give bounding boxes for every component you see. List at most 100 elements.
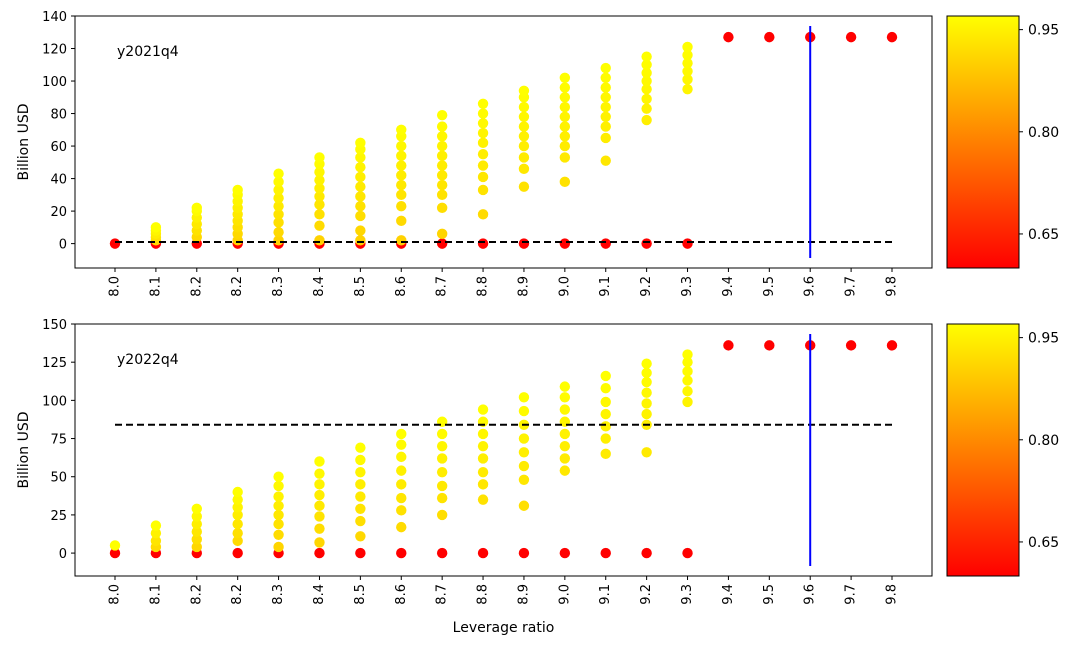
data-point: [518, 152, 530, 163]
data-point: [355, 152, 366, 163]
data-point: [396, 521, 407, 533]
x-tick-label: 9.5: [762, 584, 777, 605]
data-point: [273, 184, 284, 196]
data-point: [436, 453, 448, 464]
data-point: [845, 340, 857, 351]
y-tick-label: 0: [59, 547, 67, 562]
data-point: [314, 547, 325, 559]
data-point: [518, 181, 530, 192]
data-point: [641, 398, 652, 409]
data-point: [477, 428, 489, 440]
data-point: [559, 404, 571, 415]
data-point: [477, 148, 489, 160]
x-tick-label: 8.0: [108, 584, 123, 605]
data-point: [559, 440, 571, 452]
panel-2022: 0 25 50 75 100 125 150 8.0 8.1 8.2 8.2 8.3 8.4 8.5 8.6…: [16, 318, 1059, 636]
data-point: [641, 547, 652, 559]
data-point: [845, 31, 857, 43]
data-point: [477, 404, 489, 415]
data-point: [600, 72, 611, 83]
data-point: [355, 181, 366, 192]
data-point: [477, 127, 489, 139]
data-point: [518, 460, 530, 472]
data-point: [559, 111, 571, 123]
data-point: [518, 474, 530, 485]
data-point: [477, 453, 489, 464]
y-axis-label: Billion USD: [16, 412, 32, 489]
data-point: [518, 392, 530, 403]
x-tick-label: 8.2: [189, 584, 204, 605]
data-point: [518, 140, 530, 152]
data-point: [600, 382, 611, 394]
data-point: [436, 109, 448, 121]
data-point: [477, 184, 489, 196]
data-point: [641, 408, 652, 420]
data-point: [518, 111, 530, 123]
data-point: [232, 502, 243, 513]
data-point: [314, 511, 325, 522]
data-point: [355, 171, 366, 183]
data-point: [396, 479, 407, 490]
plot-frame: [74, 323, 933, 577]
x-tick-label: 9.5: [762, 276, 777, 297]
data-point: [477, 137, 489, 149]
data-point: [436, 466, 448, 478]
data-point: [396, 215, 407, 227]
data-point: [559, 238, 571, 249]
colorbar-tick-label: 0.65: [1028, 227, 1059, 243]
data-point: [436, 428, 448, 440]
data-point: [559, 392, 571, 403]
x-tick-label: 9.4: [721, 584, 736, 605]
data-point: [355, 547, 366, 559]
data-point: [641, 51, 652, 62]
data-point: [109, 547, 121, 559]
data-point: [273, 201, 284, 212]
data-point: [600, 92, 611, 103]
data-point: [314, 235, 325, 246]
data-point: [600, 132, 611, 144]
data-point: [314, 220, 325, 231]
data-point: [477, 171, 489, 183]
data-point: [641, 447, 652, 458]
data-point: [396, 150, 407, 162]
data-point: [109, 540, 121, 551]
data-point: [355, 491, 366, 502]
y-tick-label: 80: [50, 108, 67, 123]
data-point: [641, 103, 652, 114]
data-point: [109, 238, 121, 249]
data-point: [396, 439, 407, 450]
panel-annotation: y2022q4: [117, 352, 179, 368]
x-tick-label: 8.3: [271, 276, 286, 297]
data-point: [436, 480, 448, 492]
data-point: [436, 202, 448, 214]
x-tick-label: 9.7: [844, 584, 859, 605]
data-point: [150, 528, 162, 539]
data-point: [518, 447, 530, 458]
y-tick-label: 20: [50, 205, 67, 220]
data-point: [355, 454, 366, 466]
x-tick-label: 9.1: [598, 276, 613, 297]
data-point: [396, 451, 407, 463]
data-point: [436, 121, 448, 132]
data-point: [723, 31, 734, 43]
data-point: [682, 396, 693, 408]
data-point: [436, 228, 448, 240]
x-tick-label: 8.5: [353, 584, 368, 605]
y-tick-label: 120: [42, 43, 67, 58]
data-point: [436, 160, 448, 171]
x-tick-label: 8.1: [148, 276, 163, 297]
data-point: [559, 72, 571, 83]
data-point: [641, 367, 652, 379]
y-tick-label: 75: [50, 433, 67, 448]
data-point: [559, 453, 571, 464]
data-point: [477, 547, 489, 559]
data-point: [682, 74, 693, 85]
colorbar-tick-label: 0.65: [1028, 535, 1059, 551]
colorbar-tick-label: 0.95: [1028, 23, 1059, 39]
x-tick-label: 8.9: [516, 276, 531, 297]
data-point: [518, 500, 530, 511]
y-tick-label: 40: [50, 173, 67, 188]
data-point: [518, 238, 530, 249]
y-axis-label: Billion USD: [16, 104, 32, 181]
